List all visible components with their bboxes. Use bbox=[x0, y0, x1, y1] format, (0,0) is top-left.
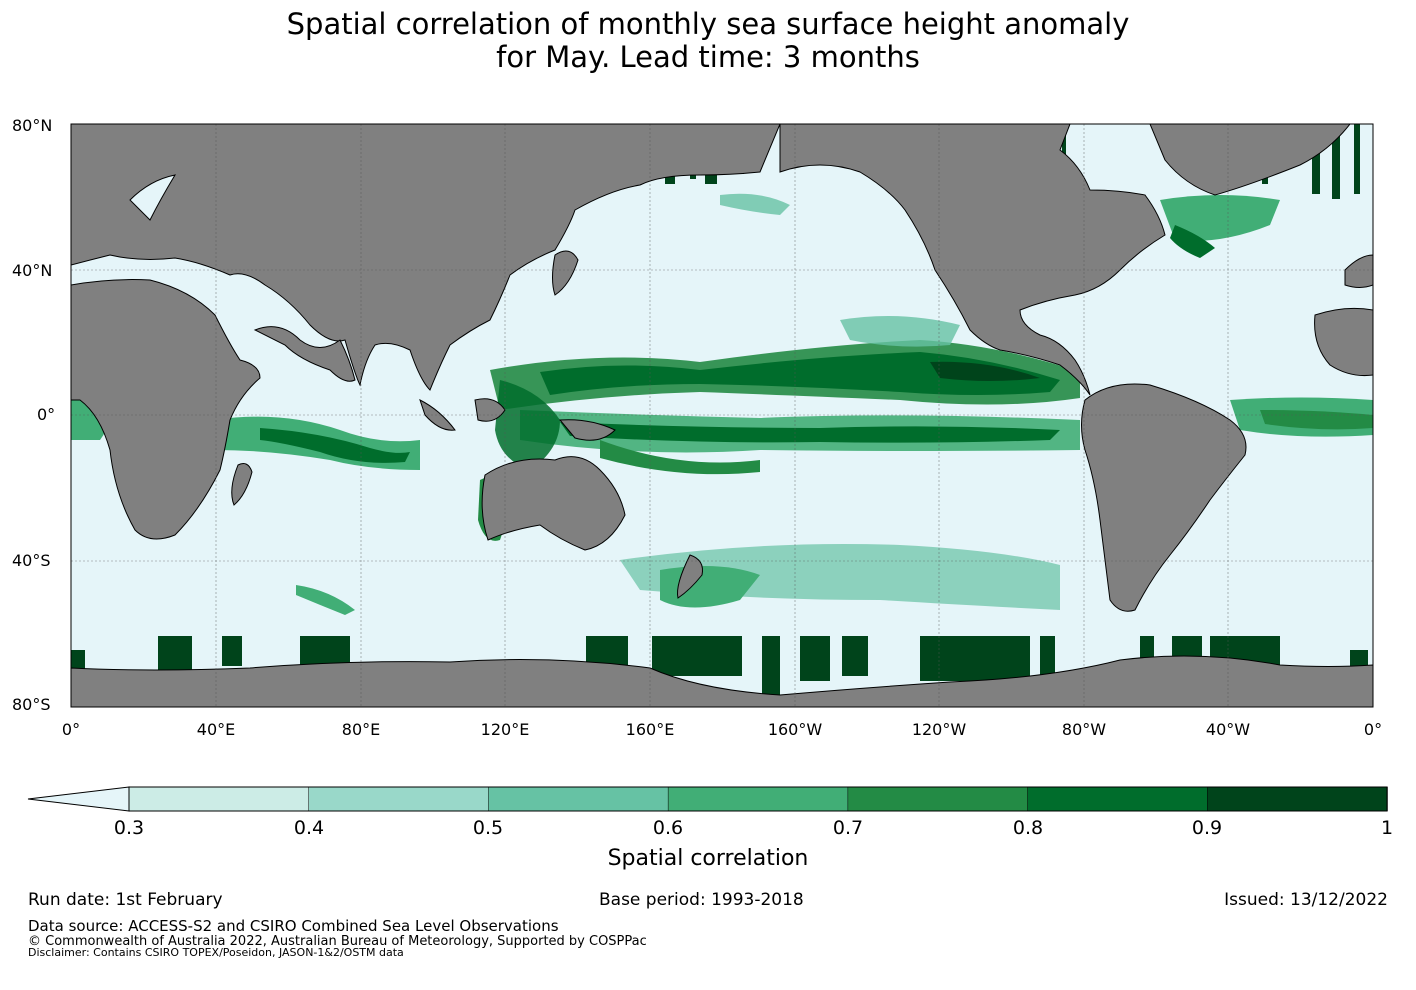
colorbar-segment bbox=[1207, 786, 1388, 812]
lat-label-40s: 40°S bbox=[12, 551, 51, 570]
colorbar-tick: 0.6 bbox=[652, 817, 684, 839]
colorbar bbox=[27, 786, 1388, 812]
colorbar-segment bbox=[128, 786, 310, 812]
map-title: Spatial correlation of monthly sea surfa… bbox=[0, 8, 1416, 74]
data-source: Data source: ACCESS-S2 and CSIRO Combine… bbox=[28, 917, 559, 935]
title-line-1: Spatial correlation of monthly sea surfa… bbox=[286, 7, 1130, 41]
colorbar-tick: 0.3 bbox=[113, 817, 145, 839]
copyright: © Commonwealth of Australia 2022, Austra… bbox=[28, 934, 647, 949]
lon-label-0-right: 0° bbox=[1363, 720, 1383, 739]
colorbar-tick: 1 bbox=[1380, 817, 1394, 839]
disclaimer: Disclaimer: Contains CSIRO TOPEX/Poseido… bbox=[28, 946, 404, 959]
title-line-2: for May. Lead time: 3 months bbox=[496, 40, 920, 74]
lon-label-120e: 120°E bbox=[480, 720, 530, 739]
lat-label-80n: 80°N bbox=[12, 116, 53, 135]
lon-label-40e: 40°E bbox=[196, 720, 236, 739]
base-period: Base period: 1993-2018 bbox=[599, 890, 804, 910]
lat-label-80s: 80°S bbox=[12, 695, 51, 714]
colorbar-frame bbox=[128, 786, 1388, 812]
lat-label-40n: 40°N bbox=[12, 261, 53, 280]
colorbar-tick: 0.4 bbox=[293, 817, 325, 839]
lat-label-0: 0° bbox=[37, 405, 56, 424]
map-frame bbox=[70, 123, 1374, 708]
lon-label-80e: 80°E bbox=[341, 720, 381, 739]
graticule bbox=[71, 124, 1373, 707]
lon-label-80w: 80°W bbox=[1061, 720, 1107, 739]
lon-label-40w: 40°W bbox=[1205, 720, 1251, 739]
run-date: Run date: 1st February bbox=[28, 890, 223, 910]
issued-date: Issued: 13/12/2022 bbox=[1224, 890, 1388, 910]
colorbar-tick: 0.7 bbox=[832, 817, 864, 839]
colorbar-segment bbox=[308, 786, 490, 812]
colorbar-tick: 0.8 bbox=[1012, 817, 1044, 839]
land-masses bbox=[71, 124, 1373, 707]
lon-label-0-left: 0° bbox=[61, 720, 81, 739]
colorbar-label: Spatial correlation bbox=[607, 846, 809, 871]
colorbar-tick: 0.5 bbox=[472, 817, 504, 839]
colorbar-segment bbox=[488, 786, 669, 812]
colorbar-segment bbox=[1027, 786, 1209, 812]
lon-label-160w: 160°W bbox=[767, 720, 823, 739]
colorbar-under-triangle bbox=[27, 786, 130, 812]
lon-label-120w: 120°W bbox=[911, 720, 967, 739]
colorbar-segment bbox=[847, 786, 1029, 812]
lon-label-160e: 160°E bbox=[625, 720, 675, 739]
colorbar-tick: 0.9 bbox=[1191, 817, 1223, 839]
colorbar-segment bbox=[667, 786, 849, 812]
